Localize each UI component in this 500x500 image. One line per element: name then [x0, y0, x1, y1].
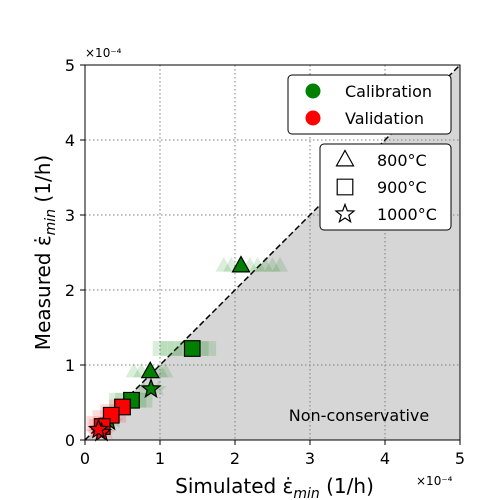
x-exponent-label: ×10⁻⁴: [416, 474, 453, 488]
x-tick-label: 1: [155, 449, 165, 468]
y-tick-label: 0: [65, 431, 75, 450]
x-axis-title: Simulated ε̇min (1/h): [175, 474, 374, 500]
legend-1000c-label: 1000°C: [377, 205, 437, 224]
x-tick-label: 0: [80, 449, 90, 468]
calibration-800c-triangle-point: [140, 361, 160, 379]
legend-temperature: 800°C 900°C 1000°C: [319, 143, 452, 231]
calibration-900c-faint-square: [201, 341, 217, 356]
validation-1000c-star-point: [87, 418, 110, 439]
x-tick-label: 2: [230, 449, 240, 468]
y-tick-label: 5: [65, 56, 75, 75]
x-tick-label: 4: [380, 449, 390, 468]
calibration-900c-faint-square: [167, 341, 183, 356]
y-exponent-label: ×10⁻⁴: [85, 46, 122, 60]
x-axis-title-subscript: min: [293, 486, 319, 500]
calibration-800c-faint-triangle: [125, 362, 142, 378]
y-axis-title-subscript: min: [43, 209, 59, 235]
calibration-800c-faint-triangle: [249, 257, 266, 272]
legend-validation-label: Validation: [345, 109, 424, 128]
legend-calibration-marker: [305, 83, 321, 99]
calibration-800c-faint-triangle: [271, 257, 289, 272]
calibration-800c-faint-triangle: [256, 257, 274, 272]
legend-800c-label: 800°C: [377, 151, 427, 170]
legend-group: Calibration Validation: [287, 74, 452, 135]
calibration-800c-faint-triangle: [264, 257, 281, 272]
legend-group-box: [287, 74, 452, 135]
calibration-1000c-star-point: [140, 377, 162, 399]
legend-calibration-label: Calibration: [345, 82, 432, 101]
calibration-800c-faint-triangle: [215, 257, 232, 272]
legend-800c-triangle-marker: [335, 149, 355, 167]
calibration-1000c-faint-star: [134, 380, 153, 397]
plot-frame: [84, 64, 461, 441]
calibration-1000c-faint-star: [149, 380, 168, 397]
calibration-800c-triangle-point: [231, 255, 251, 273]
y-axis-title-unit: (1/h): [31, 155, 55, 209]
y-tick-label: 3: [65, 206, 75, 225]
calibration-900c-faint-square: [152, 341, 168, 356]
calibration-900c-square-point: [183, 340, 201, 357]
legend-validation-marker: [305, 110, 321, 126]
x-tick-label: 5: [455, 449, 465, 468]
axis-ticks: 0 1 2 3 4 5 0 1 2 3 4 5: [65, 56, 465, 468]
legend-900c-label: 900°C: [377, 178, 427, 197]
y-axis-title-main: Measured ε̇: [31, 235, 55, 350]
y-tick-label: 4: [65, 131, 75, 150]
x-tick-label: 3: [305, 449, 315, 468]
y-tick-label: 2: [65, 281, 75, 300]
calibration-900c-faint-square: [160, 341, 175, 356]
calibration-900c-faint-square: [137, 392, 153, 408]
data-points: [87, 255, 251, 442]
x-axis-title-main: Simulated ε̇: [175, 474, 293, 498]
x-axis-title-unit: (1/h): [320, 474, 374, 498]
non-conservative-annotation: Non-conservative: [289, 406, 429, 425]
legend-1000c-star-marker: [334, 202, 356, 224]
y-tick-label: 1: [65, 356, 75, 375]
y-axis-title: Measured ε̇min (1/h): [31, 155, 59, 350]
legend-900c-square-marker: [336, 178, 354, 196]
calibration-800c-faint-triangle: [157, 362, 174, 378]
